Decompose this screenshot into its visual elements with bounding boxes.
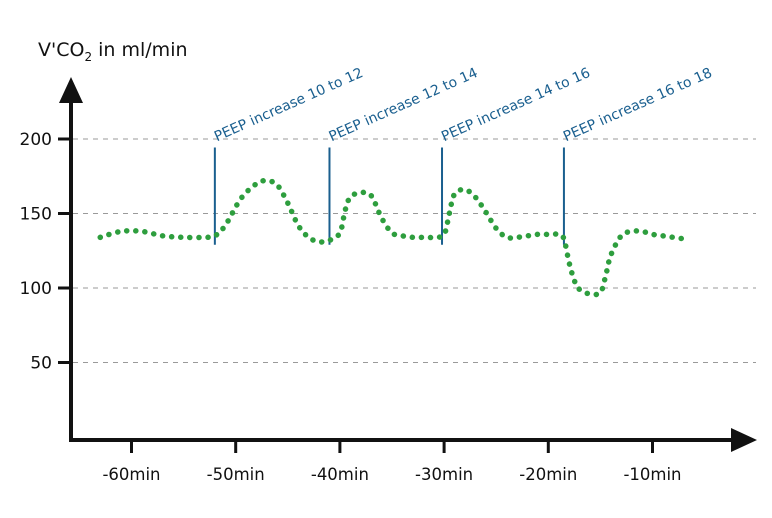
x-axis-arrow-icon bbox=[731, 428, 757, 452]
y-tick-label: 100 bbox=[20, 279, 52, 299]
x-tick-label: -60min bbox=[102, 465, 160, 484]
x-ticks: -60min -50min -40min -30min -20min -10min bbox=[102, 440, 682, 484]
x-tick-label: -20min bbox=[519, 465, 577, 484]
x-tick-label: -10min bbox=[623, 465, 681, 484]
y-tick-label: 50 bbox=[30, 354, 52, 374]
x-tick-label: -50min bbox=[207, 465, 265, 484]
y-tick-label: 150 bbox=[20, 205, 52, 225]
gridlines bbox=[73, 138, 756, 363]
y-axis-label: V'CO2 in ml/min bbox=[38, 39, 188, 64]
y-ticks: 50 100 150 200 bbox=[20, 130, 71, 374]
axes bbox=[59, 77, 757, 452]
x-tick-label: -30min bbox=[415, 465, 473, 484]
series bbox=[97, 177, 687, 298]
y-tick-label: 200 bbox=[20, 130, 52, 150]
y-axis-arrow-icon bbox=[59, 77, 83, 103]
x-tick-label: -40min bbox=[311, 465, 369, 484]
series-line bbox=[97, 177, 687, 298]
